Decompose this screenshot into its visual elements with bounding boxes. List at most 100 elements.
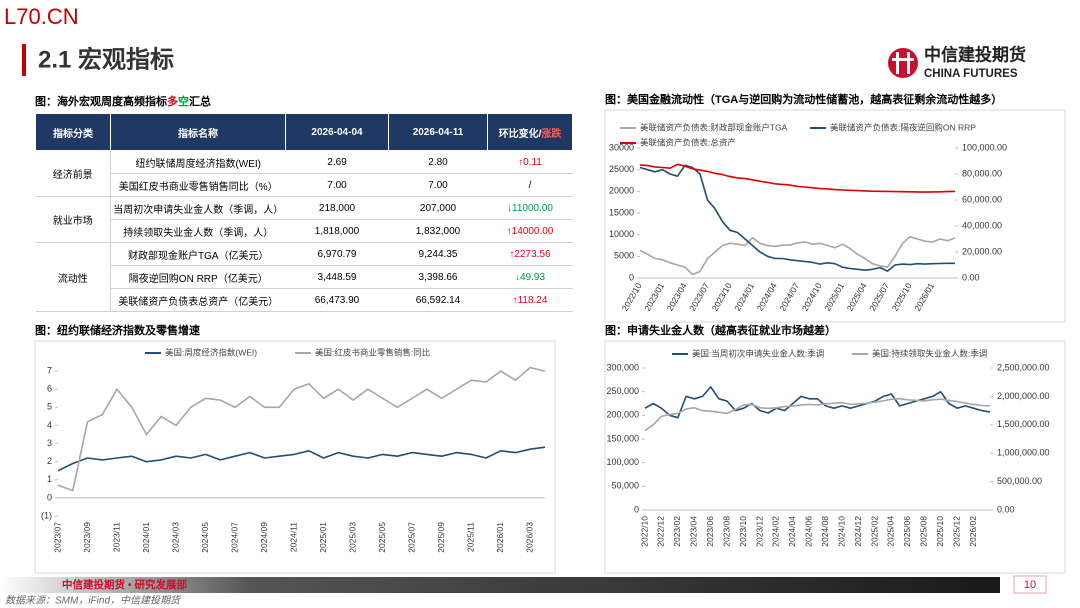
indicator-name: 当周初次申请失业金人数（季调，人） (110, 196, 286, 220)
value-cell: 9,244.35 (388, 242, 488, 266)
change-cell: ↓11000.00 (487, 196, 573, 220)
footer-org: 中信建投期货 • 研究发展部 (62, 578, 188, 591)
series-line (639, 163, 956, 193)
page-number-box (1013, 575, 1047, 594)
x-tick-label: 2024/01 (732, 281, 756, 313)
value-cell: 3,448.59 (285, 265, 389, 289)
x-tick-label: 2024/08 (820, 516, 830, 547)
x-tick-label: 2023/04 (665, 281, 689, 313)
y-tick-label: 100,000 (606, 457, 639, 467)
logo-icon (896, 52, 899, 74)
column-header: 指标名称 (110, 113, 286, 151)
x-tick-label: 2023/07 (687, 281, 711, 313)
logo-icon (888, 48, 918, 78)
value-cell: 6,970.79 (285, 242, 389, 266)
x-tick-label: 2023/12 (754, 516, 764, 547)
change-cell: ↑2273.56 (487, 242, 573, 266)
x-tick-label: 2025/01 (822, 281, 846, 313)
y-tick-label: 2 (47, 456, 52, 466)
y-tick-label: 0 (629, 272, 634, 282)
y2-tick-label: 2,500,000.00 (997, 362, 1050, 372)
x-tick-label: 2024/10 (800, 281, 824, 313)
x-tick-label: 2025/10 (890, 281, 914, 313)
x-tick-label: 2023/08 (721, 516, 731, 547)
series-line (644, 397, 991, 432)
table-row: 就业市场 当周初次申请失业金人数（季调，人） 218,000 207,000 ↓1100… (35, 196, 573, 243)
footer-band (0, 577, 1000, 593)
change-cell: ↓49.93 (487, 265, 573, 289)
caption-part: 图：海外宏观周度高频指标 (35, 96, 167, 108)
y-tick-label: 150,000 (606, 433, 639, 443)
x-tick-label: 2025/01 (318, 522, 328, 553)
legend-label: 美联储资产负债表:隔夜逆回购ON RRP (830, 122, 976, 132)
change-cell: ↑14000.00 (487, 219, 573, 243)
indicator-name: 持续领取失业金人数（季调，人） (110, 219, 286, 243)
logo-icon (907, 52, 910, 74)
legend-label: 美国:当周初次申请失业金人数:季调 (692, 348, 824, 358)
y-tick-label: 0 (634, 504, 639, 514)
x-tick-label: 2023/01 (642, 281, 666, 313)
x-tick-label: 2022/12 (656, 516, 666, 547)
x-tick-label: 2024/04 (787, 516, 797, 547)
value-cell: 2.80 (388, 150, 488, 174)
source-note: 数据来源：SMM，iFind，中信建投期货 (5, 595, 182, 607)
y-tick-label: 4 (47, 420, 52, 430)
x-tick-label: 2025/04 (886, 516, 896, 547)
y-tick-label: 30000 (609, 142, 634, 152)
x-tick-label: 2025/06 (902, 516, 912, 547)
logo-icon (892, 58, 914, 61)
y2-tick-label: 40,000.00 (962, 220, 1002, 230)
x-tick-label: 2023/02 (672, 516, 682, 547)
x-tick-label: 2025/02 (869, 516, 879, 547)
x-tick-label: 2024/04 (755, 281, 779, 313)
table-row: 流动性 财政部现金账户TGA（亿美元） 6,970.79 9,244.35 ↑2273.… (35, 242, 573, 312)
x-tick-label: 2023/09 (82, 522, 92, 553)
column-header: 2026-04-11 (388, 113, 488, 151)
series-line (57, 446, 546, 472)
caption-part: 多 (167, 96, 178, 108)
logo-cn: 中信建投期货 (924, 44, 1026, 64)
change-cell: / (487, 173, 573, 197)
header-part: 涨跌 (541, 128, 562, 140)
chart-title: 图：美国金融流动性（TGA与逆回购为流动性储蓄池，越高表征剩余流动性越多） (605, 92, 1002, 106)
y2-tick-label: 60,000.00 (962, 194, 1002, 204)
y-tick-label: 15000 (609, 207, 634, 217)
x-tick-label: 2025/07 (867, 281, 891, 313)
legend-label: 美联储资产负债表:财政部现金账户TGA (640, 122, 788, 132)
x-tick-label: 2025/12 (951, 516, 961, 547)
x-tick-label: 2024/03 (170, 522, 180, 553)
x-tick-label: 2024/07 (229, 522, 239, 553)
y-tick-label: 0 (47, 492, 52, 502)
x-tick-label: 2026/03 (524, 522, 534, 553)
header-row: 指标分类 指标名称 2026-04-04 2026-04-11 环比变化/涨跌 (35, 113, 573, 151)
indicator-name: 美国红皮书商业零售销售同比（%） (110, 173, 286, 197)
category-cell: 流动性 (35, 242, 111, 312)
series-line (639, 164, 955, 272)
y-tick-label: (1) (41, 510, 52, 520)
value-cell: 1,818,000 (285, 219, 389, 243)
y-tick-label: 10000 (609, 229, 634, 239)
x-tick-label: 2024/11 (288, 522, 298, 552)
series-line (644, 386, 991, 419)
y-tick-label: 50,000 (611, 481, 639, 491)
series-line (57, 366, 546, 492)
table-row: 美国红皮书商业零售销售同比（%） 7.00 7.00/ (36, 173, 573, 197)
caption-part: 空 (178, 96, 189, 108)
column-header: 2026-04-04 (285, 113, 389, 151)
value-cell: 2.69 (285, 150, 389, 174)
chart-frame (604, 109, 1066, 323)
chart-title: 图：纽约联储经济指数及零售增速 (35, 323, 200, 337)
y2-tick-label: 1,500,000.00 (997, 419, 1050, 429)
legend-label: 美国:周度经济指数(WEI) (165, 347, 257, 357)
value-cell: 1,832,000 (388, 219, 488, 243)
y-tick-label: 250,000 (606, 386, 639, 396)
table-row: 美联储资产负债表总资产（亿美元） 66,473.90 66,592.14 ↑118.2… (36, 288, 573, 312)
y2-tick-label: 80,000.00 (962, 168, 1002, 178)
series-line (639, 236, 956, 276)
category-cell: 经济前景 (35, 150, 111, 197)
x-tick-label: 2024/05 (200, 522, 210, 553)
y-tick-label: 300,000 (606, 362, 639, 372)
x-tick-label: 2024/06 (804, 516, 814, 547)
